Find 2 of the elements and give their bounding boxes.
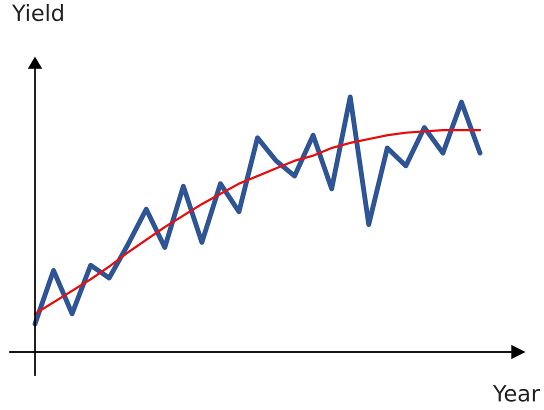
x-axis-title: Year bbox=[492, 385, 540, 402]
y-axis-title: Yield bbox=[12, 4, 63, 22]
